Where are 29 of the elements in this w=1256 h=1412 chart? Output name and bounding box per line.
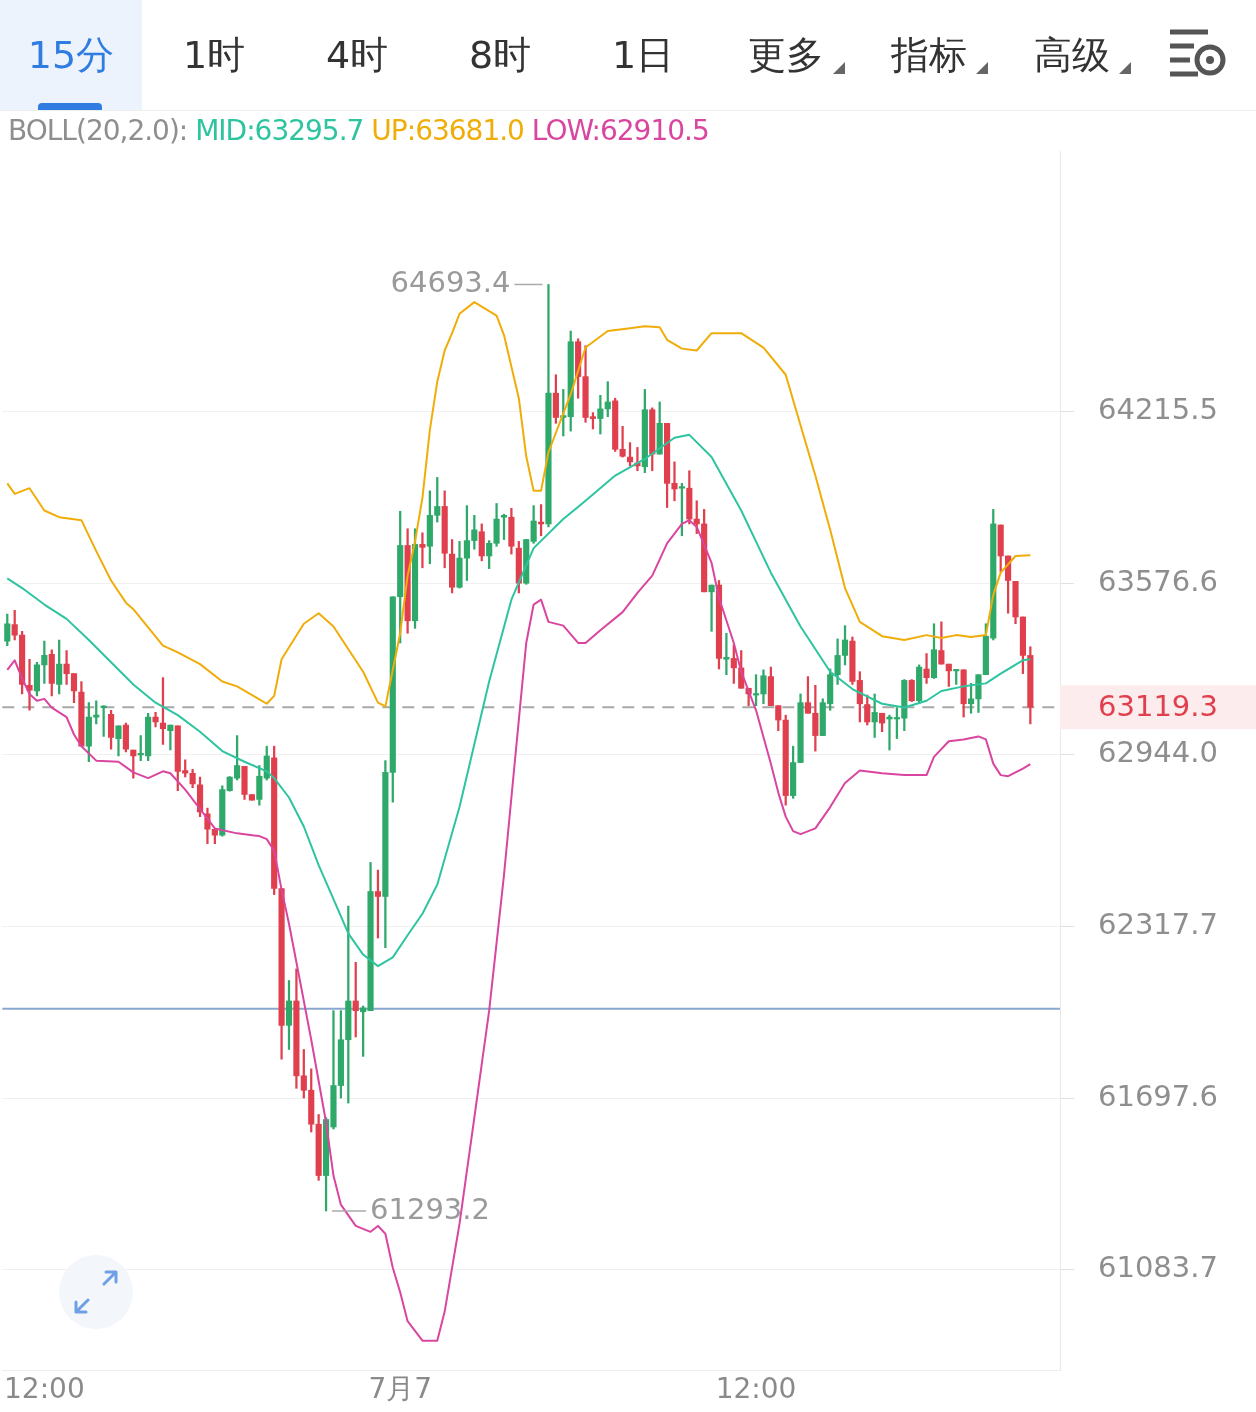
candlestick <box>723 632 730 676</box>
y-tick-label: 62944.0 <box>1098 735 1218 770</box>
text: LOW:62910.5 <box>531 114 709 147</box>
text: 高级 <box>1033 31 1111 79</box>
text: 8时 <box>467 31 533 79</box>
candlestick <box>619 425 626 458</box>
text: MID:63295.7 <box>195 114 365 147</box>
y-tick-label: 63576.6 <box>1098 563 1218 598</box>
x-tick-label: 12:00 <box>3 1372 85 1406</box>
text: 指标 <box>890 31 968 79</box>
text: 更多 <box>747 31 825 79</box>
legend-title: BOLL(20,2.0): <box>8 114 189 147</box>
annotation: 64693.4 <box>390 265 511 299</box>
x-tick-label: 7月7 <box>368 1372 433 1406</box>
text: 15分 <box>0 0 142 110</box>
text: 1时 <box>181 31 247 79</box>
x-tick-label: 12:00 <box>715 1372 797 1406</box>
y-tick-label: 64215.5 <box>1098 392 1218 427</box>
candlestick <box>419 532 426 569</box>
text: 1日 <box>610 31 676 79</box>
y-tick-label: 61083.7 <box>1098 1250 1218 1285</box>
text: UP:63681.0 <box>371 114 525 147</box>
text: 4时 <box>324 31 390 79</box>
candlestick <box>167 724 174 751</box>
y-tick-label: 62317.7 <box>1098 907 1218 942</box>
ref-line-label: 63119.3 <box>1098 688 1218 723</box>
candlestick <box>708 584 715 632</box>
candlestick <box>923 653 930 684</box>
y-tick-label: 61697.6 <box>1098 1078 1218 1113</box>
